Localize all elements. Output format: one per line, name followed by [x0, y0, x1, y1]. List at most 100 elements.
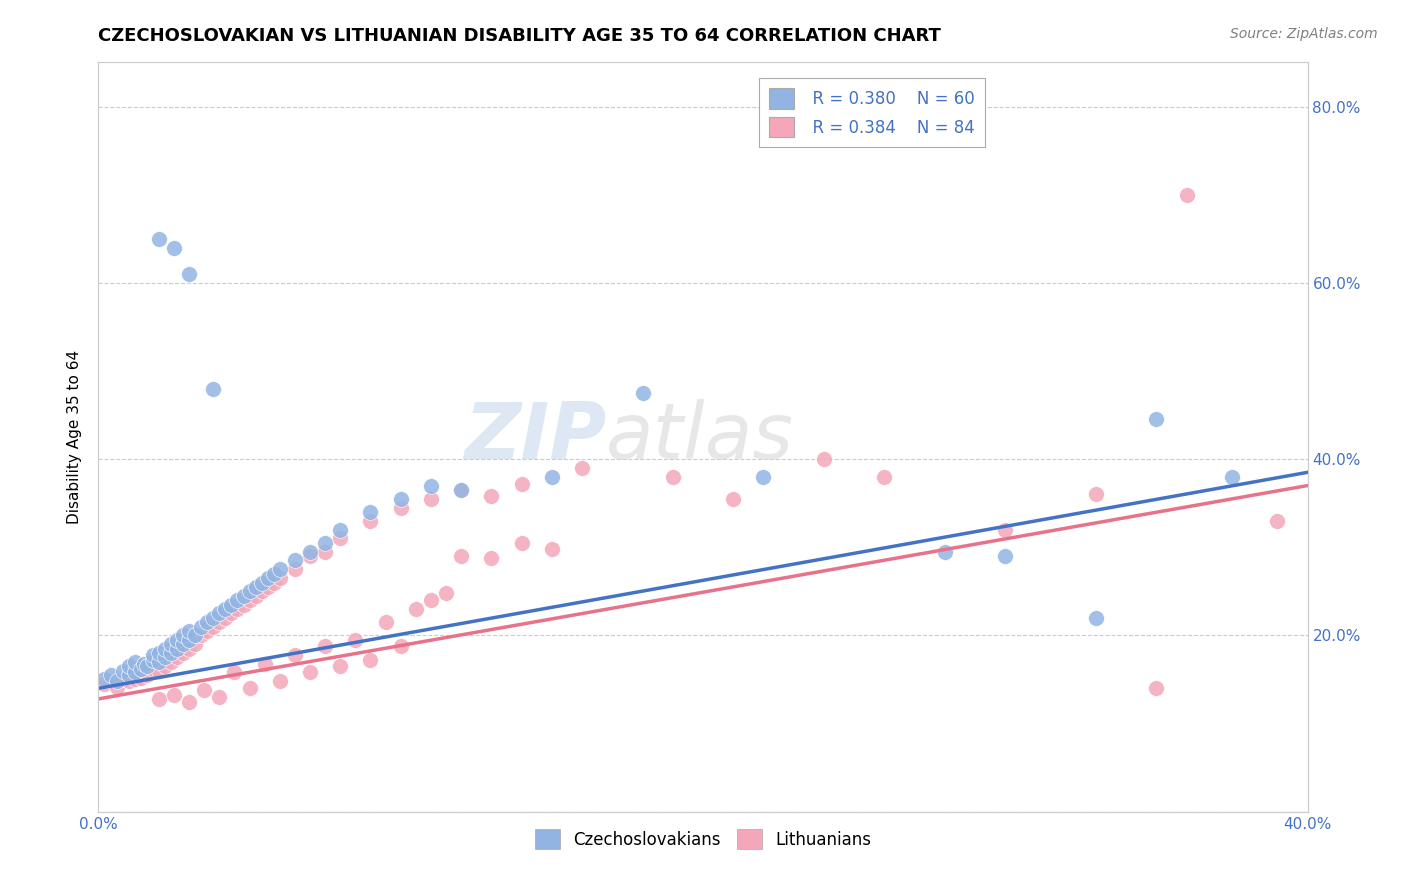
Point [420, 478, 443, 492]
Point [190, 628, 212, 642]
Point [250, 575, 273, 590]
Point [148, 232, 170, 246]
Point [163, 689, 186, 703]
Point [118, 668, 141, 682]
Point [873, 469, 896, 483]
Point [195, 624, 218, 638]
Point [105, 674, 128, 689]
Point [208, 607, 231, 621]
Point [172, 646, 194, 660]
Point [153, 650, 176, 665]
Point [360, 514, 382, 528]
Point [256, 571, 278, 585]
Point [389, 500, 412, 515]
Point [193, 683, 215, 698]
Point [166, 650, 188, 665]
Point [124, 673, 146, 687]
Point [299, 549, 322, 563]
Point [208, 615, 231, 630]
Point [1085, 611, 1108, 625]
Point [100, 668, 122, 682]
Point [226, 602, 249, 616]
Point [661, 469, 683, 483]
Point [723, 491, 745, 506]
Point [450, 483, 472, 497]
Point [160, 646, 183, 660]
Text: atlas: atlas [606, 399, 794, 475]
Point [132, 664, 155, 678]
Point [329, 523, 352, 537]
Point [172, 637, 194, 651]
Point [245, 580, 267, 594]
Point [481, 489, 503, 503]
Point [994, 523, 1017, 537]
Point [571, 461, 593, 475]
Point [179, 694, 201, 708]
Point [510, 536, 533, 550]
Point [1085, 487, 1108, 501]
Point [148, 646, 170, 660]
Point [239, 681, 262, 696]
Point [1175, 187, 1198, 202]
Point [540, 469, 562, 483]
Point [540, 542, 562, 557]
Point [329, 532, 352, 546]
Point [148, 692, 170, 706]
Point [118, 659, 141, 673]
Point [148, 655, 170, 669]
Point [360, 653, 382, 667]
Point [245, 589, 267, 603]
Point [163, 241, 186, 255]
Point [160, 637, 183, 651]
Point [263, 566, 285, 581]
Text: Source: ZipAtlas.com: Source: ZipAtlas.com [1230, 27, 1378, 41]
Point [994, 549, 1017, 563]
Point [420, 593, 443, 607]
Point [100, 674, 122, 689]
Point [232, 598, 254, 612]
Point [284, 562, 307, 576]
Point [214, 602, 236, 616]
Point [389, 491, 412, 506]
Point [420, 491, 443, 506]
Point [250, 584, 273, 599]
Point [111, 664, 134, 678]
Point [208, 690, 231, 705]
Point [1220, 469, 1243, 483]
Point [314, 639, 336, 653]
Point [263, 575, 285, 590]
Point [160, 646, 183, 660]
Point [142, 653, 165, 667]
Point [142, 657, 165, 671]
Point [153, 659, 176, 673]
Point [142, 662, 165, 676]
Point [256, 580, 278, 594]
Point [118, 674, 141, 689]
Point [166, 641, 188, 656]
Point [172, 628, 194, 642]
Point [118, 668, 141, 682]
Point [314, 536, 336, 550]
Point [224, 665, 246, 680]
Point [253, 657, 276, 671]
Point [179, 632, 201, 647]
Point [284, 648, 307, 662]
Point [481, 550, 503, 565]
Legend: Czechoslovakians, Lithuanians: Czechoslovakians, Lithuanians [527, 822, 879, 855]
Point [299, 665, 322, 680]
Point [344, 632, 367, 647]
Point [132, 657, 155, 671]
Point [1144, 681, 1167, 696]
Point [239, 584, 262, 599]
Point [269, 674, 291, 689]
Point [202, 611, 225, 625]
Point [190, 619, 212, 633]
Point [124, 655, 146, 669]
Point [129, 662, 152, 676]
Point [179, 267, 201, 281]
Point [450, 549, 472, 563]
Point [111, 673, 134, 687]
Point [166, 641, 188, 656]
Point [142, 648, 165, 662]
Point [221, 598, 243, 612]
